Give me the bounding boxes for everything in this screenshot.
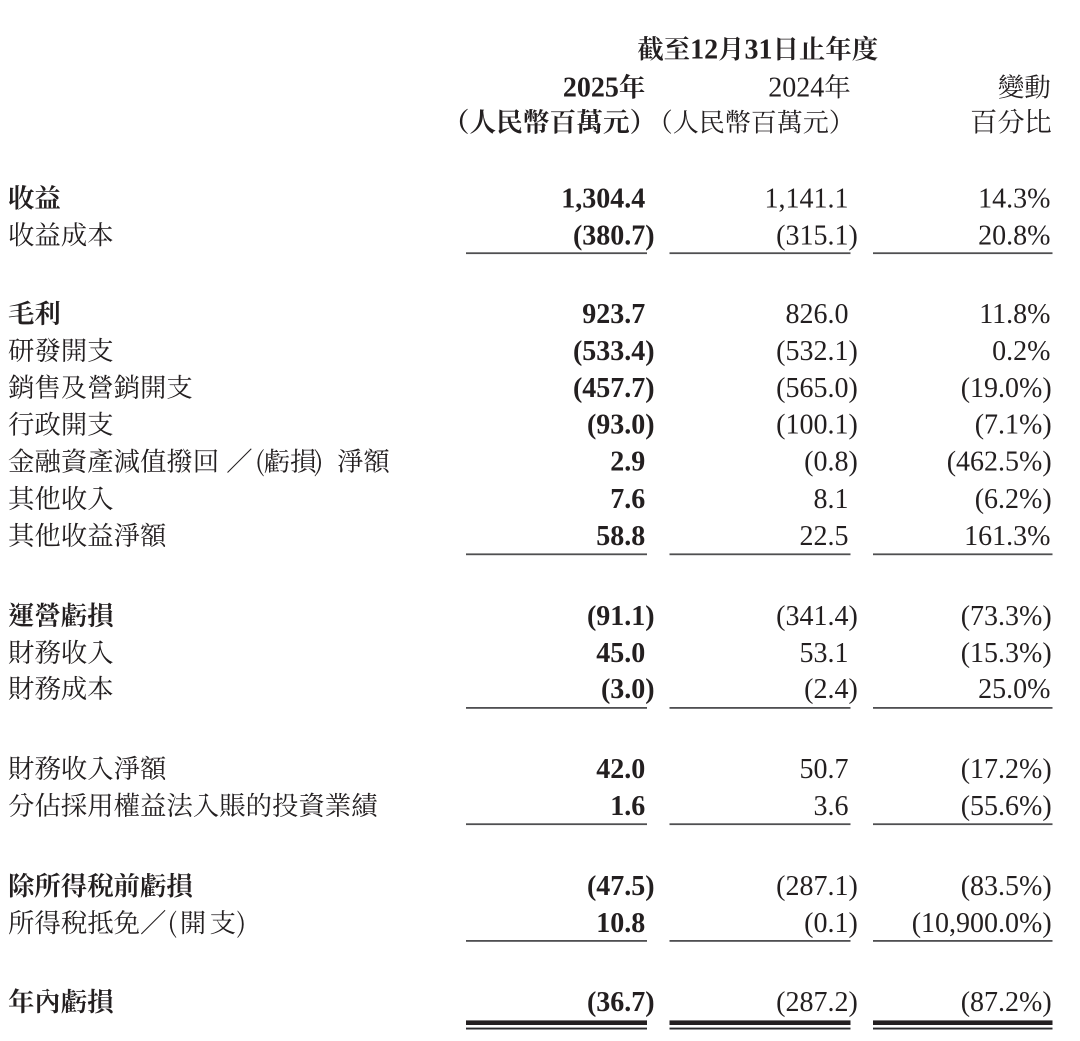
svg-text:(457.7): (457.7) (573, 373, 655, 404)
svg-text:7.6: 7.6 (610, 484, 645, 515)
svg-text:(73.3%): (73.3%) (961, 601, 1052, 632)
svg-text:826.0: 826.0 (786, 299, 849, 330)
svg-text:20.8%: 20.8% (978, 220, 1050, 251)
svg-text:(36.7): (36.7) (587, 987, 655, 1018)
svg-text:(315.1): (315.1) (776, 220, 858, 251)
svg-text:50.7: 50.7 (800, 754, 849, 785)
svg-text:(287.2): (287.2) (776, 987, 858, 1018)
svg-text:161.3%: 161.3% (964, 521, 1050, 552)
svg-text:2025: 2025 (563, 73, 619, 104)
svg-text:25.0%: 25.0% (978, 674, 1050, 705)
svg-text:11.8%: 11.8% (979, 299, 1050, 330)
svg-text:(565.0): (565.0) (776, 373, 858, 404)
svg-text:(533.4): (533.4) (573, 336, 655, 367)
svg-text:(532.1): (532.1) (776, 336, 858, 367)
svg-text:42.0: 42.0 (596, 754, 645, 785)
svg-text:(15.3%): (15.3%) (961, 638, 1052, 669)
svg-text:10.8: 10.8 (596, 908, 645, 939)
svg-text:923.7: 923.7 (582, 299, 645, 330)
svg-text:(2.4): (2.4) (804, 674, 858, 705)
svg-text:(380.7): (380.7) (573, 220, 655, 251)
svg-text:(462.5%): (462.5%) (947, 447, 1052, 478)
svg-text:(7.1%): (7.1%) (975, 410, 1052, 441)
svg-text:2.9: 2.9 (610, 447, 645, 478)
svg-text:(10,900.0%): (10,900.0%) (912, 908, 1052, 939)
svg-text:31: 31 (745, 34, 773, 65)
svg-text:(341.4): (341.4) (776, 601, 858, 632)
svg-text:8.1: 8.1 (814, 484, 849, 515)
svg-text:(47.5): (47.5) (587, 871, 655, 902)
svg-text:3.6: 3.6 (814, 791, 849, 822)
svg-text:22.5: 22.5 (800, 521, 849, 552)
svg-text:(17.2%): (17.2%) (961, 754, 1052, 785)
svg-text:45.0: 45.0 (596, 638, 645, 669)
svg-text:1,141.1: 1,141.1 (765, 183, 849, 214)
svg-text:(0.1): (0.1) (804, 908, 858, 939)
svg-text:58.8: 58.8 (596, 521, 645, 552)
svg-text:(87.2%): (87.2%) (961, 987, 1052, 1018)
svg-text:2024: 2024 (768, 73, 824, 104)
svg-text:14.3%: 14.3% (978, 183, 1050, 214)
svg-text:(287.1): (287.1) (776, 871, 858, 902)
svg-text:(83.5%): (83.5%) (961, 871, 1052, 902)
svg-text:53.1: 53.1 (800, 638, 849, 669)
svg-text:(19.0%): (19.0%) (961, 373, 1052, 404)
svg-text:(55.6%): (55.6%) (961, 791, 1052, 822)
svg-text:(91.1): (91.1) (587, 601, 655, 632)
svg-text:(6.2%): (6.2%) (975, 484, 1052, 515)
svg-text:1.6: 1.6 (610, 791, 645, 822)
svg-text:(3.0): (3.0) (601, 674, 655, 705)
svg-text:12: 12 (690, 34, 718, 65)
svg-text:1,304.4: 1,304.4 (561, 183, 645, 214)
svg-text:(0.8): (0.8) (804, 447, 858, 478)
svg-text:(93.0): (93.0) (587, 410, 655, 441)
svg-text:(100.1): (100.1) (776, 410, 858, 441)
svg-text:0.2%: 0.2% (992, 336, 1050, 367)
